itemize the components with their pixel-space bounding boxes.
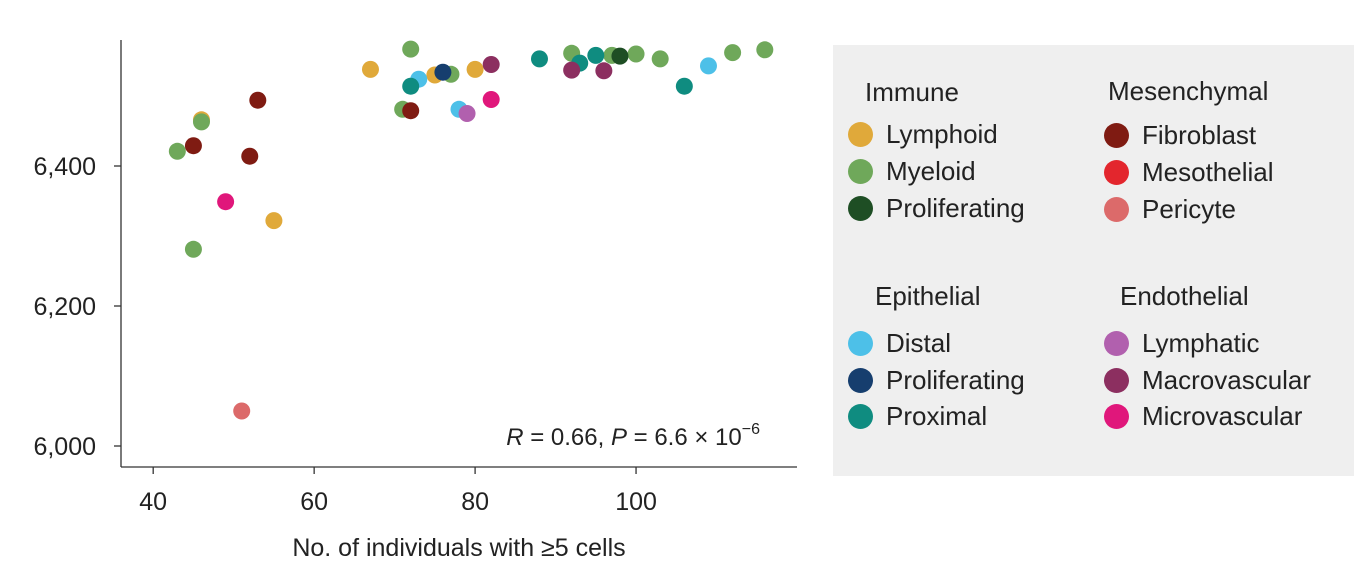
legend-label: Lymphatic	[1142, 327, 1260, 358]
point-microvascular	[217, 193, 235, 211]
annotation-r-value: = 0.66,	[524, 424, 611, 451]
legend-item-fibroblast: Fibroblast	[1104, 120, 1256, 150]
legend-dot-pericyte	[1104, 196, 1129, 222]
legend-dot-proximal	[848, 403, 873, 429]
point-fibroblast	[184, 137, 202, 155]
legend-item-microvascular: Microvascular	[1104, 401, 1302, 431]
x-axis-label: No. of individuals with ≥5 cells	[292, 534, 625, 562]
point-lymphatic	[458, 105, 476, 122]
point-myeloid	[724, 44, 742, 62]
x-tick-label: 80	[461, 488, 489, 516]
legend-label: Proliferating	[886, 192, 1025, 223]
legend-label: Distal	[886, 327, 952, 358]
legend-label: Microvascular	[1142, 400, 1303, 431]
legend-label: Pericyte	[1142, 193, 1236, 224]
legend-label: Proliferating	[886, 364, 1025, 395]
legend-dot-lymphoid	[848, 121, 873, 147]
x-tick-label: 40	[139, 488, 167, 516]
legend-item-lymphoid: Lymphoid	[848, 119, 998, 149]
x-axis-ticks: 40 60 80 100	[139, 467, 657, 516]
legend-item-distal: Distal	[848, 328, 951, 358]
data-points	[168, 40, 774, 420]
point-myeloid	[627, 45, 645, 63]
point-distal	[699, 57, 717, 75]
point-fibroblast	[249, 91, 267, 109]
point-myeloid	[168, 142, 186, 160]
annotation-r-symbol: R	[506, 424, 523, 451]
x-tick-label: 60	[300, 488, 328, 516]
y-tick-label: 6,200	[33, 293, 96, 321]
point-lymphoid	[466, 60, 484, 78]
y-tick-label: 6,000	[33, 433, 96, 461]
point-epithelial-proliferating	[434, 63, 452, 81]
legend-item-mesothelial: Mesothelial	[1104, 157, 1274, 187]
legend-dot-microvascular	[1104, 403, 1129, 429]
point-proximal	[402, 77, 420, 95]
legend-item-immune-proliferating: Proliferating	[848, 193, 1025, 223]
point-macrovascular	[563, 61, 581, 79]
legend-dot-distal	[848, 330, 873, 356]
point-myeloid	[184, 240, 202, 258]
stats-annotation: R = 0.66, P = 6.6 × 10−6	[506, 421, 760, 451]
point-pericyte	[233, 402, 251, 420]
legend-label: Lymphoid	[886, 118, 998, 149]
legend-dot-mesothelial	[1104, 159, 1129, 185]
point-proximal	[587, 46, 605, 64]
legend-label: Mesothelial	[1142, 156, 1274, 187]
point-immune-proliferating	[611, 47, 629, 65]
point-myeloid	[192, 113, 210, 131]
legend-group-title-mesenchymal: Mesenchymal	[1108, 76, 1269, 106]
legend-group-title-endothelial: Endothelial	[1120, 281, 1249, 311]
legend-dot-myeloid	[848, 158, 873, 184]
legend-label: Fibroblast	[1142, 119, 1257, 150]
legend-dot-lymphatic	[1104, 330, 1129, 356]
legend-dot-fibroblast	[1104, 122, 1129, 148]
point-macrovascular	[595, 62, 613, 80]
point-fibroblast	[402, 102, 420, 120]
y-axis-ticks: 6,000 6,200 6,400	[33, 153, 121, 461]
point-myeloid	[756, 41, 774, 59]
legend-group-title-immune: Immune	[865, 77, 959, 107]
legend-item-epithelial-proliferating: Proliferating	[848, 365, 1025, 395]
legend-item-lymphatic: Lymphatic	[1104, 328, 1260, 358]
annotation-p-exponent: −6	[742, 421, 760, 438]
legend-label: Proximal	[886, 400, 988, 431]
point-proximal	[675, 77, 693, 95]
point-microvascular	[482, 91, 500, 108]
point-myeloid	[651, 50, 669, 68]
point-proximal	[530, 50, 548, 68]
annotation-p-value: = 6.6 × 10	[627, 424, 742, 451]
y-tick-label: 6,400	[33, 153, 96, 181]
legend-item-pericyte: Pericyte	[1104, 194, 1236, 224]
legend-item-macrovascular: Macrovascular	[1104, 365, 1311, 395]
legend-item-myeloid: Myeloid	[848, 156, 976, 186]
legend-item-proximal: Proximal	[848, 401, 987, 431]
axes	[120, 40, 797, 468]
legend-label: Myeloid	[886, 155, 976, 186]
legend-dot-immune-proliferating	[848, 195, 873, 221]
legend-group-title-epithelial: Epithelial	[875, 281, 981, 311]
legend-dot-epithelial-proliferating	[848, 367, 873, 393]
point-lymphoid	[265, 212, 283, 230]
point-myeloid	[402, 40, 420, 58]
x-tick-label: 100	[615, 488, 657, 516]
legend-dot-macrovascular	[1104, 367, 1129, 393]
point-macrovascular	[482, 56, 500, 73]
point-lymphoid	[361, 60, 379, 78]
legend-panel: Immune Lymphoid Myeloid Proliferating Me…	[833, 45, 1354, 476]
point-fibroblast	[241, 147, 259, 165]
annotation-p-symbol: P	[611, 424, 627, 451]
scatter-chart: 40 60 80 100 6,000 6,200 6,400 No. of individ…	[33, 40, 797, 562]
legend-label: Macrovascular	[1142, 364, 1312, 395]
